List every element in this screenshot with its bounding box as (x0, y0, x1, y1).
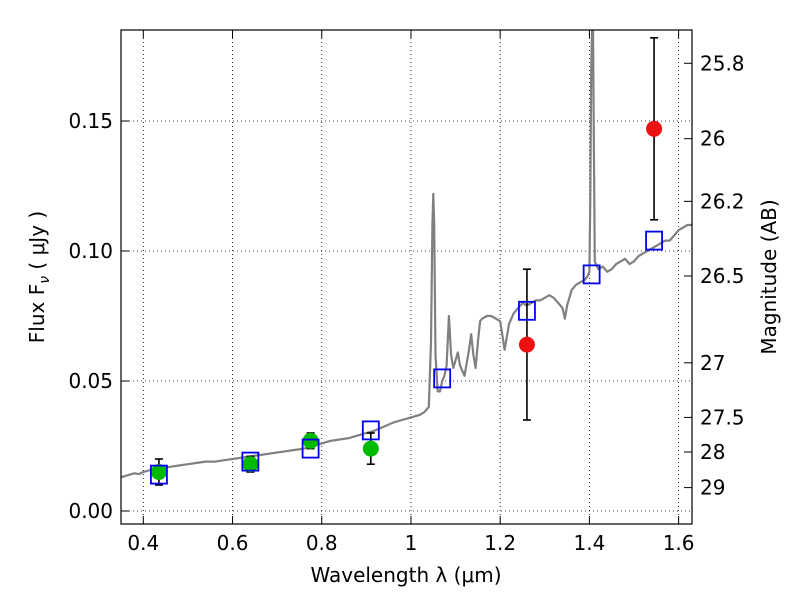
x-tick-label: 1.2 (484, 531, 516, 555)
model-point (361, 420, 380, 441)
right-tick-label: 29 (700, 476, 725, 500)
x-tick-label: 1 (405, 531, 418, 555)
photometry-layer (150, 36, 663, 486)
data-point (242, 456, 259, 473)
model-point (241, 451, 260, 472)
data-point (302, 432, 319, 449)
y-tick-label: 0.05 (68, 369, 113, 393)
model-point (150, 464, 168, 485)
model-point (518, 300, 536, 321)
right-tick-label: 28 (700, 440, 725, 464)
y-axis-title: Flux Fν ( μJy ) (25, 211, 53, 343)
data-point (646, 120, 663, 137)
right-tick-label: 27 (700, 351, 725, 375)
spectrum-layer (121, 30, 692, 479)
x-axis-title: Wavelength λ (μm) (310, 563, 501, 587)
spectrum-line (121, 30, 692, 479)
model-point (433, 368, 452, 389)
data-point (518, 336, 535, 353)
y-tick-label: 0.00 (68, 499, 113, 523)
x-tick-label: 0.8 (306, 531, 338, 555)
right-tick-label: 25.8 (700, 51, 745, 75)
data-point (150, 464, 167, 480)
right-tick-label: 26 (700, 127, 725, 151)
grid (121, 30, 692, 524)
x-tick-label: 1.4 (573, 531, 605, 555)
x-axis: 0.4 0.6 0.8 1 1.2 1.4 1.6 (127, 30, 695, 555)
model-point (645, 230, 663, 251)
x-tick-label: 0.4 (127, 531, 159, 555)
model-point (582, 264, 601, 285)
right-tick-label: 26.2 (700, 189, 745, 213)
model-point (301, 438, 320, 459)
data-point (362, 440, 379, 457)
right-magnitude-axis: 25.8 26 26.2 26.5 27 27.5 28 29 (684, 51, 745, 500)
right-tick-label: 27.5 (700, 405, 745, 429)
y-tick-label: 0.15 (68, 109, 113, 133)
x-tick-label: 1.6 (663, 531, 695, 555)
y-axis: 0.00 0.05 0.10 0.15 (68, 109, 129, 523)
right-tick-label: 26.5 (700, 264, 745, 288)
plot-frame (120, 29, 693, 525)
y-tick-label: 0.10 (68, 239, 113, 263)
right-axis-title: Magnitude (AB) (757, 199, 781, 354)
x-tick-label: 0.6 (217, 531, 249, 555)
